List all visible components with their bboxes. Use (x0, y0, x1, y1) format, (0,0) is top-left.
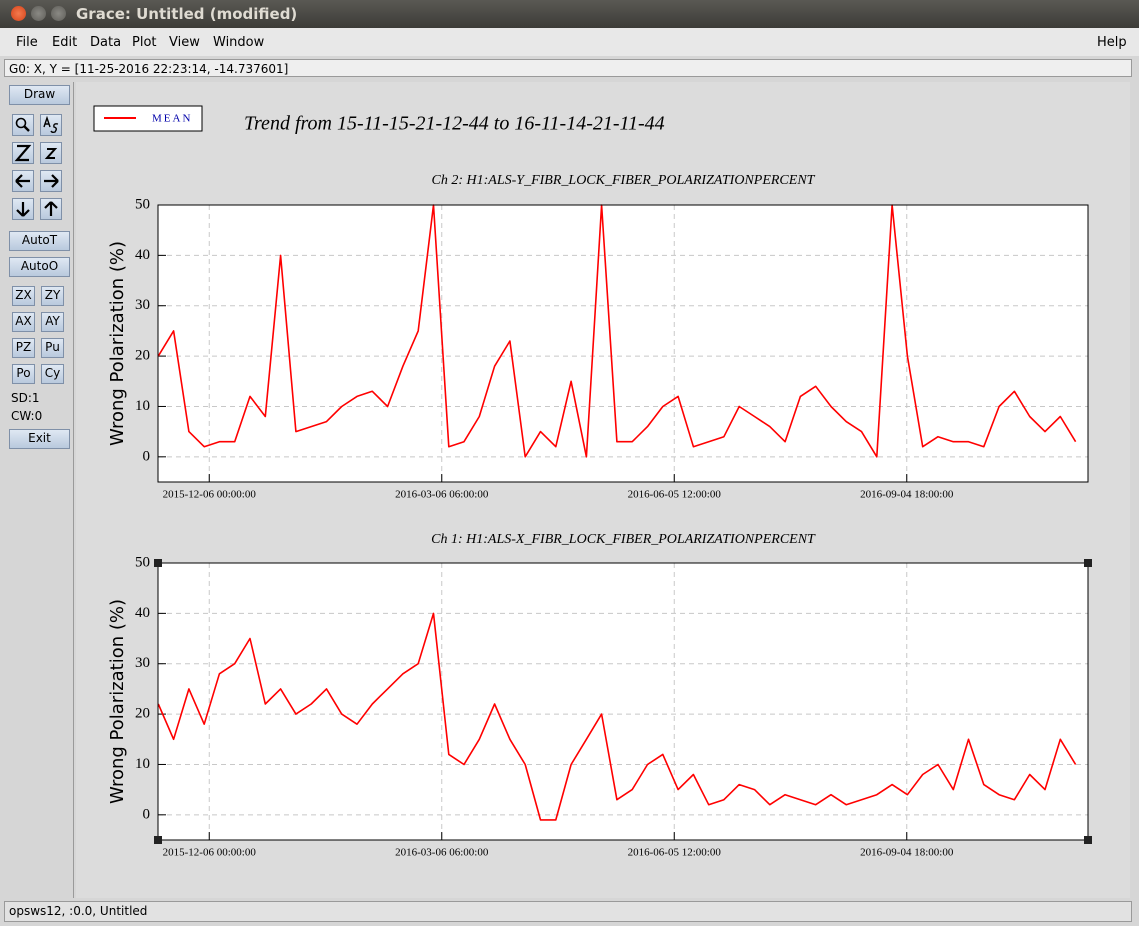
plot-area (158, 205, 1088, 482)
y-tick-label: 30 (135, 655, 150, 671)
menu-item[interactable]: View (169, 35, 200, 50)
y-tick-label: 50 (135, 196, 150, 212)
y-tick-label: 40 (135, 247, 150, 263)
chart-title: Ch 1: H1:ALS-X_FIBR_LOCK_FIBER_POLARIZAT… (431, 532, 816, 547)
x-tick-label: 2016-06-05 12:00:00 (628, 489, 722, 501)
tool-button[interactable]: Pu (41, 338, 64, 358)
title-bar: Grace: Untitled (modified) (0, 0, 1139, 28)
y-tick-label: 40 (135, 605, 150, 621)
close-button[interactable] (11, 6, 26, 21)
autot-button[interactable]: AutoT (9, 231, 70, 251)
y-axis-label: Wrong Polarization (%) (107, 599, 128, 804)
exit-button[interactable]: Exit (9, 429, 70, 449)
window-title: Grace: Untitled (modified) (76, 5, 298, 23)
scroll-down-button[interactable] (12, 198, 34, 220)
scroll-up-button[interactable] (40, 198, 62, 220)
x-tick-label: 2016-03-06 06:00:00 (395, 489, 489, 501)
tool-button[interactable]: AY (41, 312, 64, 332)
plot-title: Trend from 15-11-15-21-12-44 to 16-11-14… (244, 113, 665, 135)
x-tick-label: 2015-12-06 00:00:00 (163, 489, 257, 501)
minimize-button[interactable] (31, 6, 46, 21)
selection-handle (1084, 836, 1092, 844)
x-tick-label: 2016-09-04 18:00:00 (860, 489, 954, 501)
selection-handle (154, 559, 162, 567)
tool-button[interactable]: Po (12, 364, 35, 384)
menu-item[interactable]: Window (213, 35, 265, 50)
draw-button[interactable]: Draw (9, 85, 70, 105)
x-tick-label: 2016-06-05 12:00:00 (628, 847, 722, 859)
legend-label: MEAN (152, 113, 192, 125)
y-tick-label: 20 (135, 348, 150, 364)
chart-title: Ch 2: H1:ALS-Y_FIBR_LOCK_FIBER_POLARIZAT… (432, 173, 816, 188)
autoscale-button[interactable] (40, 114, 62, 136)
scroll-right-button[interactable] (40, 170, 62, 192)
set-info: CW:0 (11, 409, 43, 423)
tool-button[interactable]: Cy (41, 364, 64, 384)
data-line (157, 204, 1077, 458)
y-tick-label: 20 (135, 706, 150, 722)
x-tick-label: 2016-03-06 06:00:00 (395, 847, 489, 859)
tool-button[interactable]: PZ (12, 338, 35, 358)
menu-item[interactable]: Data (90, 35, 122, 50)
y-tick-label: 0 (143, 806, 151, 822)
zoom-out-button[interactable] (40, 142, 62, 164)
menu-item[interactable]: Help (1097, 35, 1127, 50)
y-tick-label: 50 (135, 554, 150, 570)
tool-button[interactable]: AX (12, 312, 35, 332)
x-tick-label: 2015-12-06 00:00:00 (163, 847, 257, 859)
y-tick-label: 0 (143, 448, 151, 464)
tool-panel: Draw AutoT AutoO ZX ZY AX AY PZ Pu Po Cy… (2, 82, 74, 898)
menu-item[interactable]: File (16, 35, 38, 50)
y-tick-label: 10 (135, 756, 150, 772)
plot-area (158, 563, 1088, 840)
x-tick-label: 2016-09-04 18:00:00 (860, 847, 954, 859)
status-bar: opsws12, :0.0, Untitled (4, 901, 1132, 922)
scroll-left-button[interactable] (12, 170, 34, 192)
y-tick-label: 30 (135, 297, 150, 313)
data-line (157, 612, 1077, 821)
tool-button[interactable]: ZY (41, 286, 64, 306)
locator-bar: G0: X, Y = [11-25-2016 22:23:14, -14.737… (4, 59, 1132, 77)
set-info: SD:1 (11, 391, 40, 405)
menu-item[interactable]: Edit (52, 35, 78, 50)
plot-frame (157, 204, 1089, 483)
selection-handle (1084, 559, 1092, 567)
menu-bar: File Edit Data Plot View Window Help (0, 28, 1139, 56)
tool-button[interactable]: ZX (12, 286, 35, 306)
menu-item[interactable]: Plot (132, 35, 157, 50)
selection-handle (154, 836, 162, 844)
zoom-button[interactable] (12, 114, 34, 136)
y-axis-label: Wrong Polarization (%) (107, 241, 128, 446)
zoom-in-button[interactable] (12, 142, 34, 164)
plot-frame (157, 562, 1089, 841)
maximize-button[interactable] (51, 6, 66, 21)
autoo-button[interactable]: AutoO (9, 257, 70, 277)
y-tick-label: 10 (135, 398, 150, 414)
